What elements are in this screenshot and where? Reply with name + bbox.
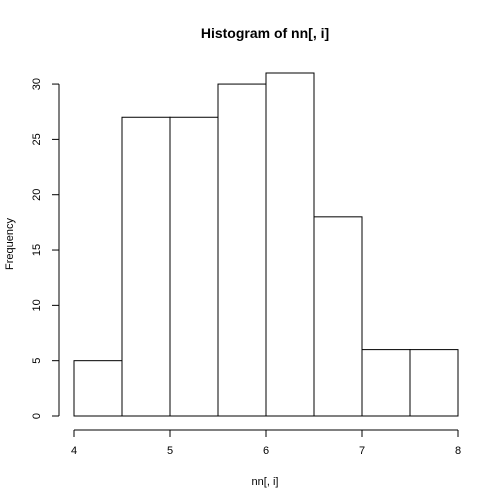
y-axis-label: Frequency (4, 218, 16, 270)
histogram-bar-4 (265, 72, 315, 417)
y-tick-label-5: 25 (31, 133, 43, 145)
bars-group (73, 72, 459, 417)
chart-title: Histogram of nn[, i] (201, 25, 329, 41)
y-tick-label-4: 20 (31, 189, 43, 201)
y-axis: 0 5 10 15 20 25 30 (31, 78, 60, 419)
x-tick-label-0: 4 (71, 445, 77, 457)
y-tick-label-2: 10 (31, 299, 43, 311)
histogram-bar-1 (121, 116, 171, 417)
histogram-bar-2 (169, 116, 219, 417)
x-axis-label: nn[, i] (252, 476, 279, 488)
histogram-bar-6 (361, 349, 411, 417)
histogram-bar-3 (217, 83, 267, 417)
x-tick-label-3: 7 (359, 445, 365, 457)
y-tick-label-0: 0 (31, 413, 43, 419)
x-tick-label-1: 5 (167, 445, 173, 457)
y-tick-label-3: 15 (31, 244, 43, 256)
x-tick-label-2: 6 (263, 445, 269, 457)
y-tick-label-6: 30 (31, 78, 43, 90)
x-tick-label-4: 8 (455, 445, 461, 457)
histogram-bar-7 (409, 349, 459, 417)
histogram-bar-0 (73, 360, 123, 417)
y-tick-label-1: 5 (31, 358, 43, 364)
histogram-bar-5 (313, 216, 363, 417)
x-axis: 4 5 6 7 8 (71, 429, 461, 457)
